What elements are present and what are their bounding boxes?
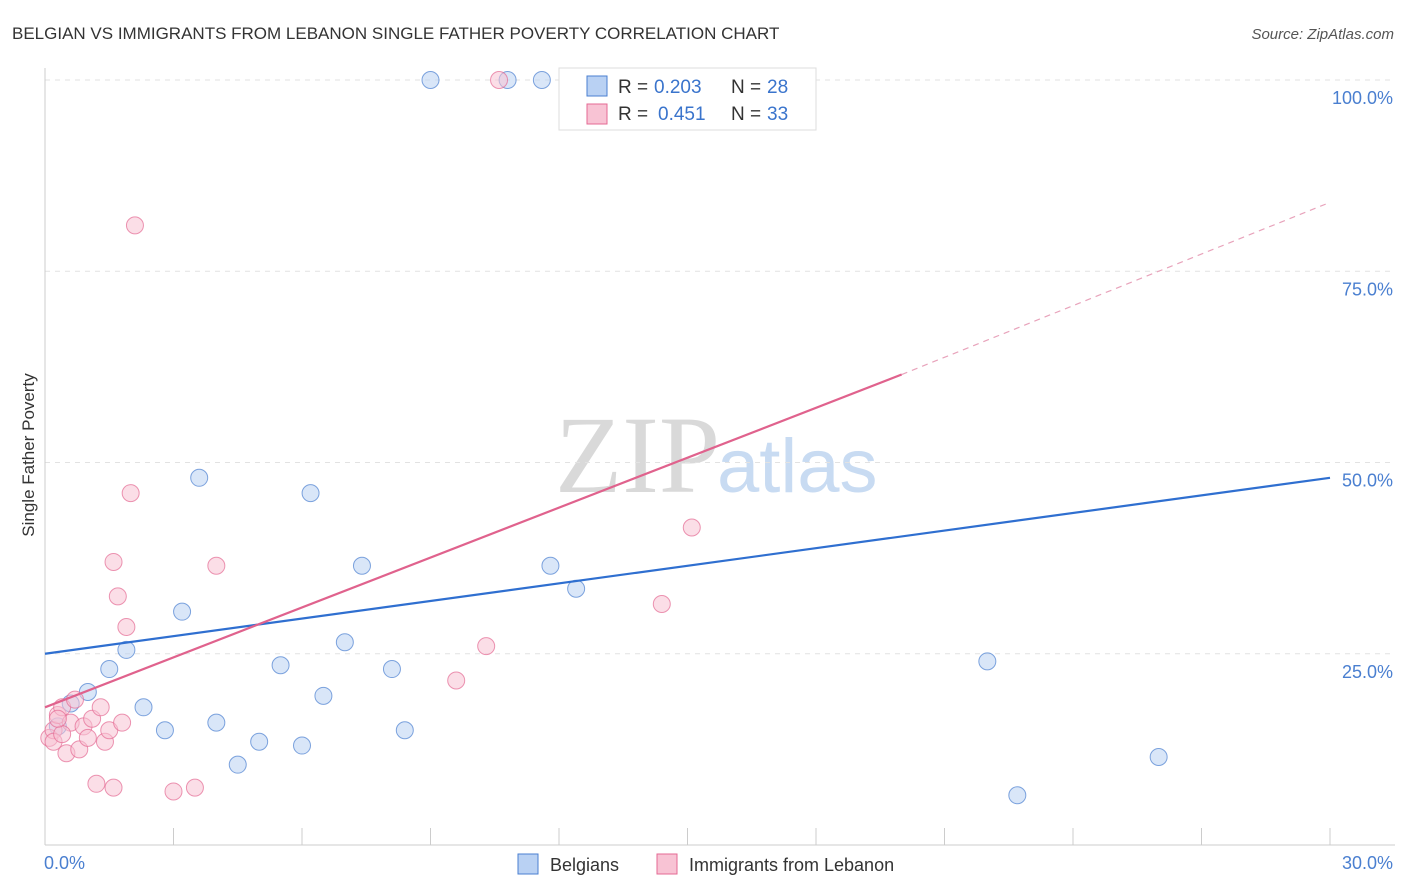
bottom-legend-swatch-belgians[interactable] [517,853,539,875]
bottom-legend-label-lebanon[interactable]: Immigrants from Lebanon [689,855,894,875]
belgians-point [293,736,311,755]
belgians-point [395,721,414,740]
grid-lines [45,79,1395,655]
lebanon-point [53,725,72,744]
y-tick-labels: 25.0% 50.0% 75.0% 100.0% [1332,88,1393,682]
belgians-point [301,484,320,503]
belgians-point [978,652,997,671]
lebanon-point [477,637,496,656]
belgians-point [155,721,174,740]
legend-r-label-2: R = [618,104,648,125]
data-points [40,71,1168,805]
watermark: ZIP atlas [555,394,878,516]
belgians-point [1149,748,1168,767]
belgians-point [541,556,560,575]
legend-n-value-belgians: 28 [767,77,788,98]
lebanon-point [104,552,123,571]
lebanon-point [87,774,106,793]
lebanon-point [91,698,110,717]
y-tick-label: 75.0% [1342,279,1393,299]
lebanon-point [490,71,509,89]
lebanon-point [117,617,136,636]
bottom-legend-swatch-lebanon[interactable] [656,853,678,875]
belgians-point [352,556,371,575]
y-tick-label: 50.0% [1342,471,1393,491]
lebanon-point [48,709,67,728]
lebanon-point [185,778,204,797]
belgians-point [271,656,290,675]
belgians-point [1008,786,1027,805]
lebanon-point [207,556,226,575]
y-tick-label: 25.0% [1342,662,1393,682]
belgians-point [134,698,153,717]
trend-lines [44,201,1331,709]
lebanon-point [121,484,140,503]
belgians-point [532,71,551,89]
legend-r-value-belgians: 0.203 [654,77,702,98]
x-tick-label: 30.0% [1342,853,1393,873]
lebanon-trend-extension [901,201,1331,376]
x-tick-labels: 0.0% 30.0% [44,853,1393,873]
x-tick-label: 0.0% [44,853,85,873]
lebanon-point [113,713,132,732]
belgians-point [228,755,247,774]
legend-n-label-2: N = [731,104,761,125]
chart-title: BELGIAN VS IMMIGRANTS FROM LEBANON SINGL… [12,24,779,43]
chart-source: Source: ZipAtlas.com [1251,26,1394,43]
lebanon-point [164,782,183,801]
bottom-legend-label-belgians[interactable]: Belgians [550,855,619,875]
lebanon-point [682,518,701,537]
belgians-point [100,660,119,679]
y-tick-label: 100.0% [1332,88,1393,108]
stats-legend: R = 0.203 N = 28 R = 0.451 N = 33 [558,67,817,131]
lebanon-point [104,778,123,797]
legend-n-label-1: N = [731,77,761,98]
lebanon-point [78,728,97,747]
watermark-atlas: atlas [717,424,878,509]
belgians-point [421,71,440,89]
legend-swatch-lebanon [586,103,608,125]
lebanon-point [125,216,144,235]
lebanon-trend-line [44,373,903,709]
belgians-point [173,602,192,621]
belgians-point [335,633,354,652]
belgians-point [117,640,136,659]
belgians-point [314,686,333,705]
series-legend[interactable]: Belgians Immigrants from Lebanon [517,853,894,875]
belgians-point [382,660,401,679]
lebanon-point [652,595,671,614]
lebanon-point [447,671,466,690]
legend-r-value-lebanon: 0.451 [658,104,706,125]
lebanon-point [108,587,127,606]
y-axis-label: Single Father Poverty [19,373,38,537]
belgians-point [190,468,209,487]
belgians-point [207,713,226,732]
axes [44,68,1395,846]
legend-n-value-lebanon: 33 [767,104,788,125]
legend-swatch-belgians [586,75,608,97]
legend-r-label-1: R = [618,77,648,98]
belgians-point [250,732,269,751]
